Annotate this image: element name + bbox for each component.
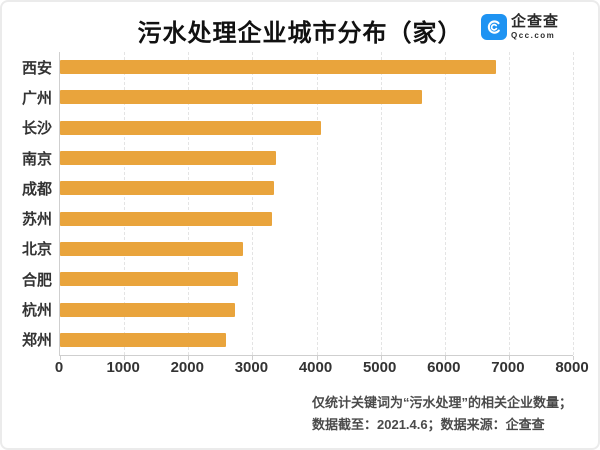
gridline [316,52,318,355]
bar-长沙[interactable] [60,120,321,135]
bar-row [60,113,573,143]
x-tick-label: 8000 [555,359,589,376]
bar-南京[interactable] [60,151,277,166]
y-label: 合肥 [21,271,52,289]
y-label: 苏州 [21,211,52,229]
x-tick-label: 2000 [170,359,204,376]
x-tick-mark [316,356,318,360]
bar-row [60,325,573,355]
footer-note: 仅统计关键词为“污水处理”的相关企业数量； 数据截至：2021.4.6；数据来源… [312,392,572,436]
gridline [124,52,126,355]
gridline [252,52,254,355]
y-label: 北京 [21,241,52,259]
bar-广州[interactable] [60,90,423,105]
bar-合肥[interactable] [60,272,239,287]
x-tick-label: 4000 [298,359,333,376]
x-tick-mark [444,356,446,360]
page-title: 污水处理企业城市分布（家） [137,20,463,47]
bar-杭州[interactable] [60,302,236,317]
y-label: 长沙 [21,120,52,138]
x-tick-mark [573,356,574,360]
bar-北京[interactable] [60,241,243,256]
x-tick-mark [508,356,510,360]
qcc-logo-name: 企查查 [511,13,560,30]
bar-苏州[interactable] [60,211,272,226]
gridline [188,52,190,355]
gridline [380,52,382,355]
x-tick-mark [380,356,382,360]
qcc-spiral-icon [484,17,504,37]
bar-郑州[interactable] [60,332,227,347]
bar-row [60,173,573,203]
y-label: 郑州 [21,332,52,350]
x-tick-label: 6000 [427,359,461,376]
qcc-logo[interactable]: 企查查 Qcc.com [481,14,559,40]
x-axis: 0 1000 2000 3000 4000 5000 6000 7000 8000 [55,359,589,377]
plot-area [59,52,574,360]
footer-line1: 仅统计关键词为“污水处理”的相关企业数量； [312,395,573,410]
y-label: 广州 [21,89,52,107]
qcc-logo-domain: Qcc.com [511,31,556,40]
x-tick-mark [124,356,126,360]
x-tick-label: 1000 [106,359,140,376]
x-tick-label: 3000 [234,359,269,376]
y-labels: 西安广州长沙南京成都苏州北京合肥杭州郑州 [0,52,52,355]
gridline [444,52,446,355]
y-label: 成都 [21,180,52,198]
footer-line2: 数据截至：2021.4.6；数据来源：企查查 [312,417,545,432]
x-tick-label: 5000 [362,359,397,376]
gridline [508,52,510,355]
x-tick-label: 7000 [491,359,525,376]
x-tick-mark [60,356,61,360]
bar-row [60,203,573,233]
bar-row [60,82,573,112]
qcc-logo-texts: 企查查 Qcc.com [511,14,559,40]
y-label: 南京 [21,150,52,168]
bar-rows [60,52,573,355]
qcc-logo-badge [481,14,507,40]
bar-西安[interactable] [60,60,497,75]
x-tick-label: 0 [54,359,64,376]
gridline [573,52,574,355]
bar-row [60,294,573,324]
bar-row [60,52,573,82]
bar-row [60,264,573,294]
x-tick-mark [188,356,190,360]
bar-row [60,234,573,264]
x-tick-mark [252,356,254,360]
y-label: 杭州 [21,302,52,320]
y-label: 西安 [21,59,52,77]
bar-成都[interactable] [60,181,275,196]
bar-row [60,143,573,173]
